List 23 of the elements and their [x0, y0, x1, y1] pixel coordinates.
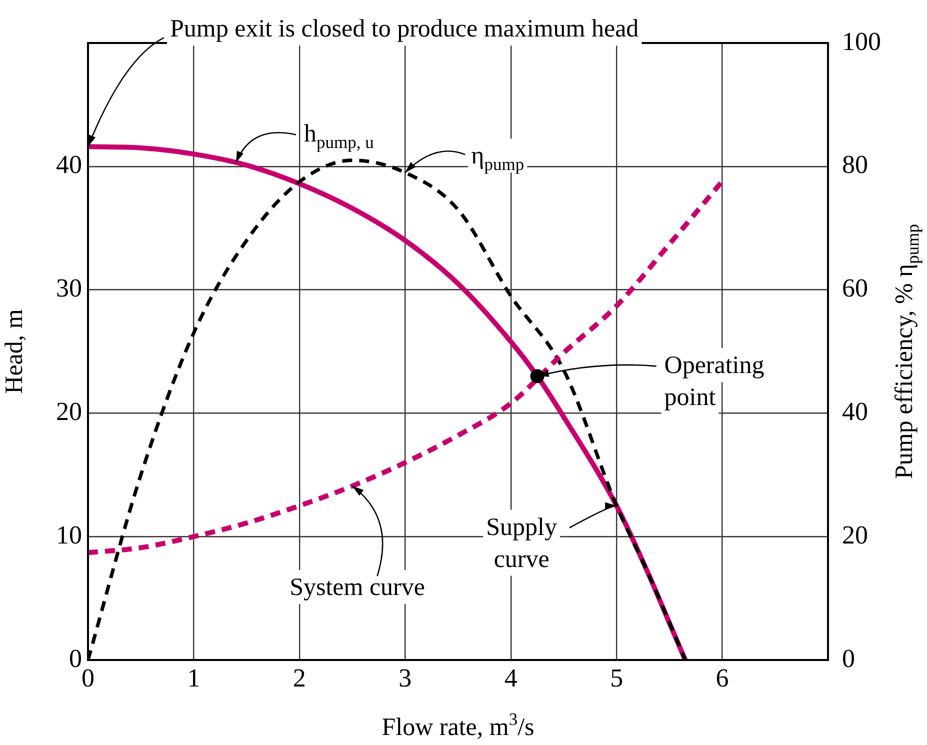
x-tick-label: 4 — [504, 663, 518, 692]
y2-axis-title: Pump efficiency, % ηpump — [891, 224, 922, 479]
y-axis-title: Head, m — [1, 308, 28, 394]
y2-tick-label: 80 — [842, 150, 868, 180]
x-tick-label: 6 — [716, 663, 729, 692]
annotation: Operating point — [664, 352, 765, 412]
x-tick-label: 5 — [610, 663, 624, 692]
y-tick-label: 30 — [56, 274, 82, 303]
y-tick-label: 10 — [56, 520, 82, 550]
x-tick-label: 2 — [292, 663, 306, 692]
y2-tick-label: 40 — [842, 397, 868, 426]
y-tick-label: 40 — [56, 150, 82, 180]
y2-tick-label: 20 — [842, 520, 868, 550]
y-tick-label: 0 — [69, 644, 82, 673]
x-tick-label: 1 — [187, 663, 200, 692]
annotation: System curve — [290, 574, 425, 602]
y2-tick-label: 0 — [842, 644, 855, 673]
x-tick-label: 3 — [398, 663, 412, 692]
annotation: Supply curve — [486, 514, 558, 573]
y2-tick-label: 60 — [842, 274, 868, 303]
y2-tick-label: 100 — [842, 26, 881, 56]
y-tick-label: 20 — [56, 397, 82, 426]
annotation: Pump exit is closed to produce maximum head — [170, 16, 640, 43]
